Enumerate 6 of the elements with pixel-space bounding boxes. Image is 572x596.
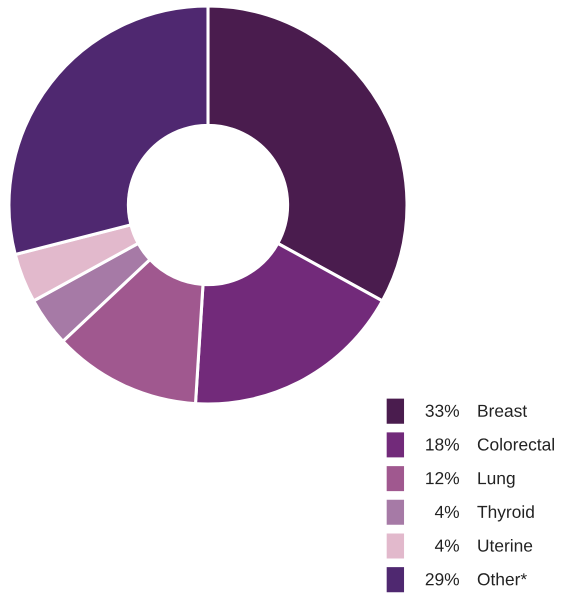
legend-label: 4% Uterine xyxy=(434,538,532,552)
legend-label: 33% Breast xyxy=(426,404,528,417)
legend-label: 18% Colorectal xyxy=(426,438,554,451)
legend-label: 29% Other* xyxy=(426,572,527,586)
legend-label: 4% Thyroid xyxy=(434,505,534,522)
legend-label: 12% Lung xyxy=(426,472,514,488)
